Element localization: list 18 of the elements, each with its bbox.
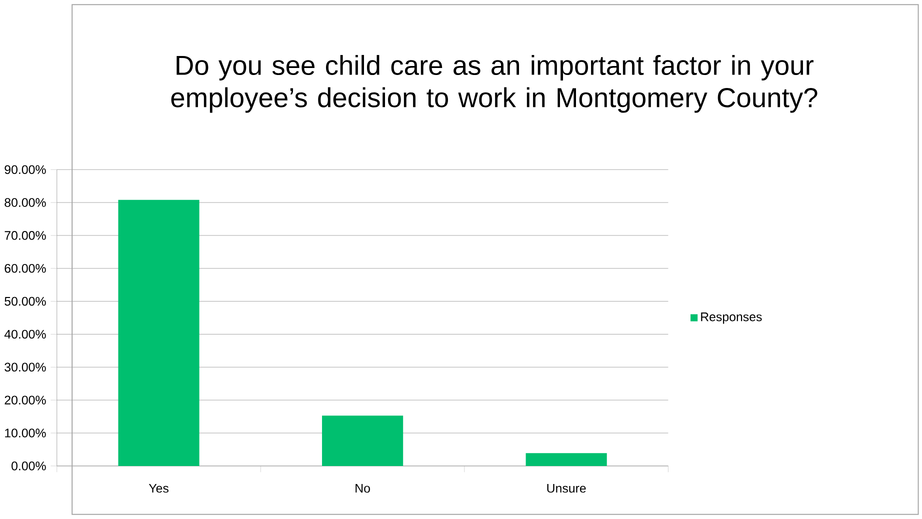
y-tick-label: 70.00%	[4, 231, 46, 240]
y-tick-label: 80.00%	[4, 198, 46, 207]
bar	[118, 200, 200, 466]
y-tick-label: 0.00%	[12, 462, 46, 470]
y-tick-label: 60.00%	[4, 264, 46, 273]
y-tick-label: 50.00%	[4, 296, 46, 306]
bar	[322, 416, 404, 466]
y-tick-label: 90.00%	[4, 165, 46, 174]
y-tick-label: 40.00%	[4, 330, 46, 339]
bar	[526, 453, 607, 466]
y-tick-label: 20.00%	[4, 396, 46, 404]
y-tick-label: 30.00%	[4, 362, 46, 372]
x-tick-label: Yes	[148, 484, 168, 493]
chart-title: Do you see child care as an important factor in your employee’s decision to work in Montgomery County?	[171, 54, 818, 113]
y-tick-label: 10.00%	[5, 428, 46, 438]
x-tick-label: No	[356, 484, 370, 493]
x-tick-label: Unsure	[547, 484, 586, 493]
legend-label: Responses	[701, 312, 762, 324]
